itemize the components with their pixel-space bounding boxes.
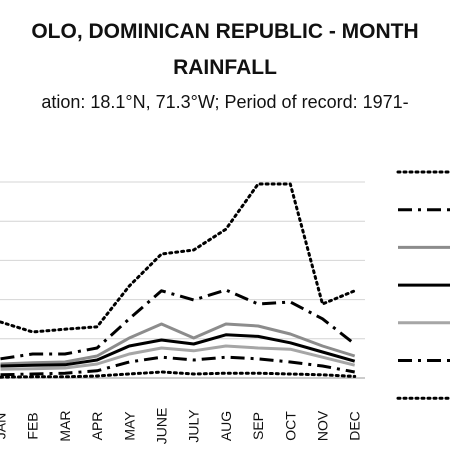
x-tick-label: OCT — [282, 411, 298, 441]
chart-subtitle: ation: 18.1°N, 71.3°W; Period of record:… — [41, 92, 409, 112]
series-line-5 — [0, 344, 356, 371]
series-line-6 — [0, 355, 355, 377]
series-line-4 — [0, 333, 356, 368]
series-line-3 — [0, 322, 356, 366]
series-line-2 — [0, 288, 356, 361]
x-tick-label: JULY — [186, 409, 202, 443]
chart-title-line2: RAINFALL — [173, 56, 277, 79]
x-tick-label: FEB — [25, 412, 41, 439]
chart-title-line1: OLO, DOMINICAN REPUBLIC - MONTH — [31, 20, 419, 43]
x-tick-label: NOV — [315, 410, 331, 441]
x-tick-label: APR — [89, 412, 105, 441]
x-tick-label: JUNE — [154, 408, 170, 445]
x-tick-label: SEP — [250, 412, 266, 440]
series-line-7 — [0, 370, 357, 379]
series-line-1 — [0, 182, 357, 334]
x-tick-label: DEC — [347, 411, 363, 441]
x-tick-label: MAR — [57, 410, 73, 441]
x-tick-label: JAN — [0, 413, 9, 439]
x-tick-label: MAY — [121, 411, 137, 441]
x-tick-label: AUG — [218, 411, 234, 441]
